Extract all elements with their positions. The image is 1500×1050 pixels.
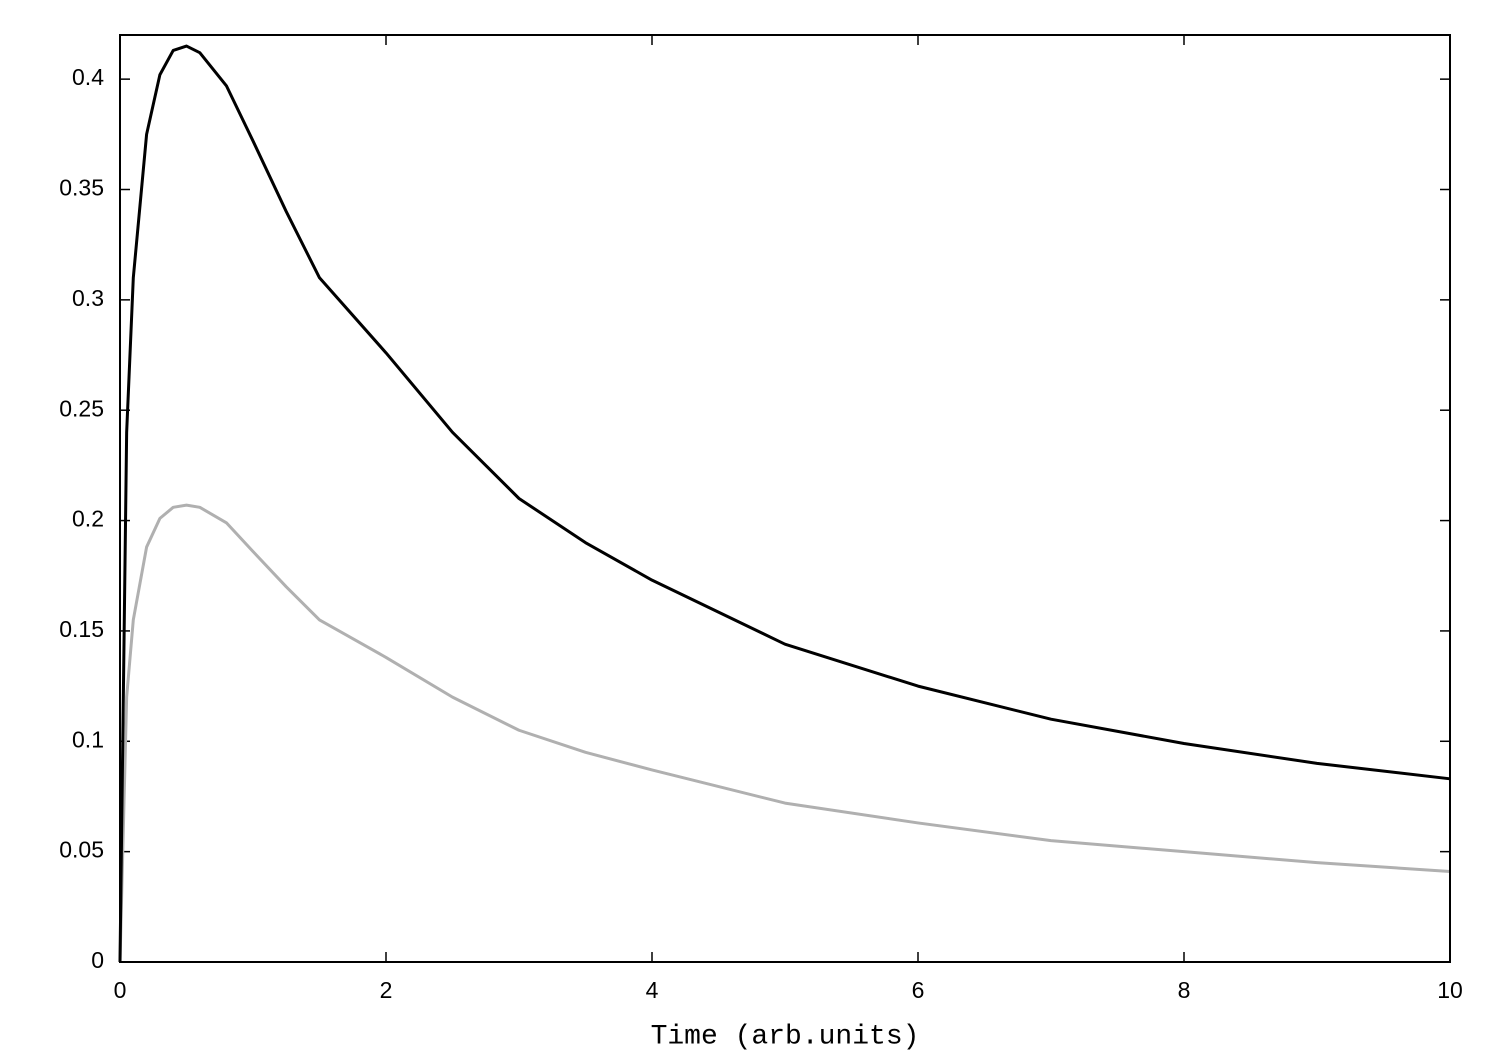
y-tick-label: 0.35 xyxy=(59,175,104,201)
x-axis-label: Time (arb.units) xyxy=(651,1021,920,1050)
y-tick-label: 0.4 xyxy=(72,64,104,90)
x-tick-label: 6 xyxy=(912,977,925,1003)
y-tick-label: 0.25 xyxy=(59,395,104,421)
series-line xyxy=(118,503,1451,963)
y-tick-label: 0.3 xyxy=(72,285,104,311)
y-tick-label: 0.2 xyxy=(72,506,104,532)
x-tick-label: 8 xyxy=(1178,977,1191,1003)
y-tick-label: 0.15 xyxy=(59,616,104,642)
x-tick-label: 10 xyxy=(1437,977,1463,1003)
y-tick-label: 0.05 xyxy=(59,837,104,863)
x-tick-label: 2 xyxy=(380,977,393,1003)
x-tick-label: 4 xyxy=(646,977,659,1003)
y-tick-label: 0.1 xyxy=(72,726,104,752)
y-tick-label: 0 xyxy=(91,947,104,973)
x-tick-label: 0 xyxy=(114,977,127,1003)
plot-frame xyxy=(119,34,1451,963)
series-line xyxy=(118,44,1451,963)
